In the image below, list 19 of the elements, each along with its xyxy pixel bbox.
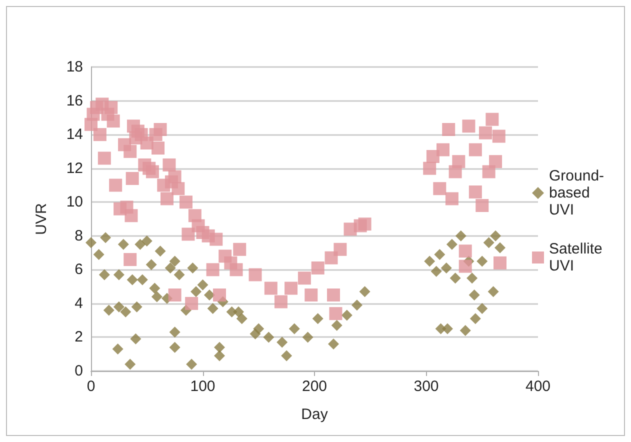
x-tick-label: 200	[302, 378, 328, 395]
y-axis-title: UVR	[33, 203, 50, 235]
x-tick-label: 0	[86, 378, 96, 395]
y-tick-label: 2	[74, 328, 83, 346]
y-tick-label: 8	[74, 227, 83, 244]
legend-label: Ground-based UVI	[549, 168, 604, 218]
y-tick-label: 0	[74, 362, 83, 380]
y-tick-label: 16	[66, 92, 83, 110]
x-tick-label: 100	[190, 378, 216, 395]
y-tick-label: 18	[66, 58, 83, 76]
legend-label: Satellite UVI	[549, 240, 607, 274]
x-axis-title: Day	[301, 406, 328, 423]
y-tick-label: 6	[74, 261, 83, 278]
y-tick-label: 14	[66, 126, 83, 144]
y-tick-label: 12	[66, 160, 83, 177]
x-tick-label: 300	[414, 378, 439, 395]
x-tick-label: 400	[525, 378, 551, 395]
y-tick-label: 4	[74, 294, 83, 312]
y-tick-label: 10	[66, 194, 83, 211]
